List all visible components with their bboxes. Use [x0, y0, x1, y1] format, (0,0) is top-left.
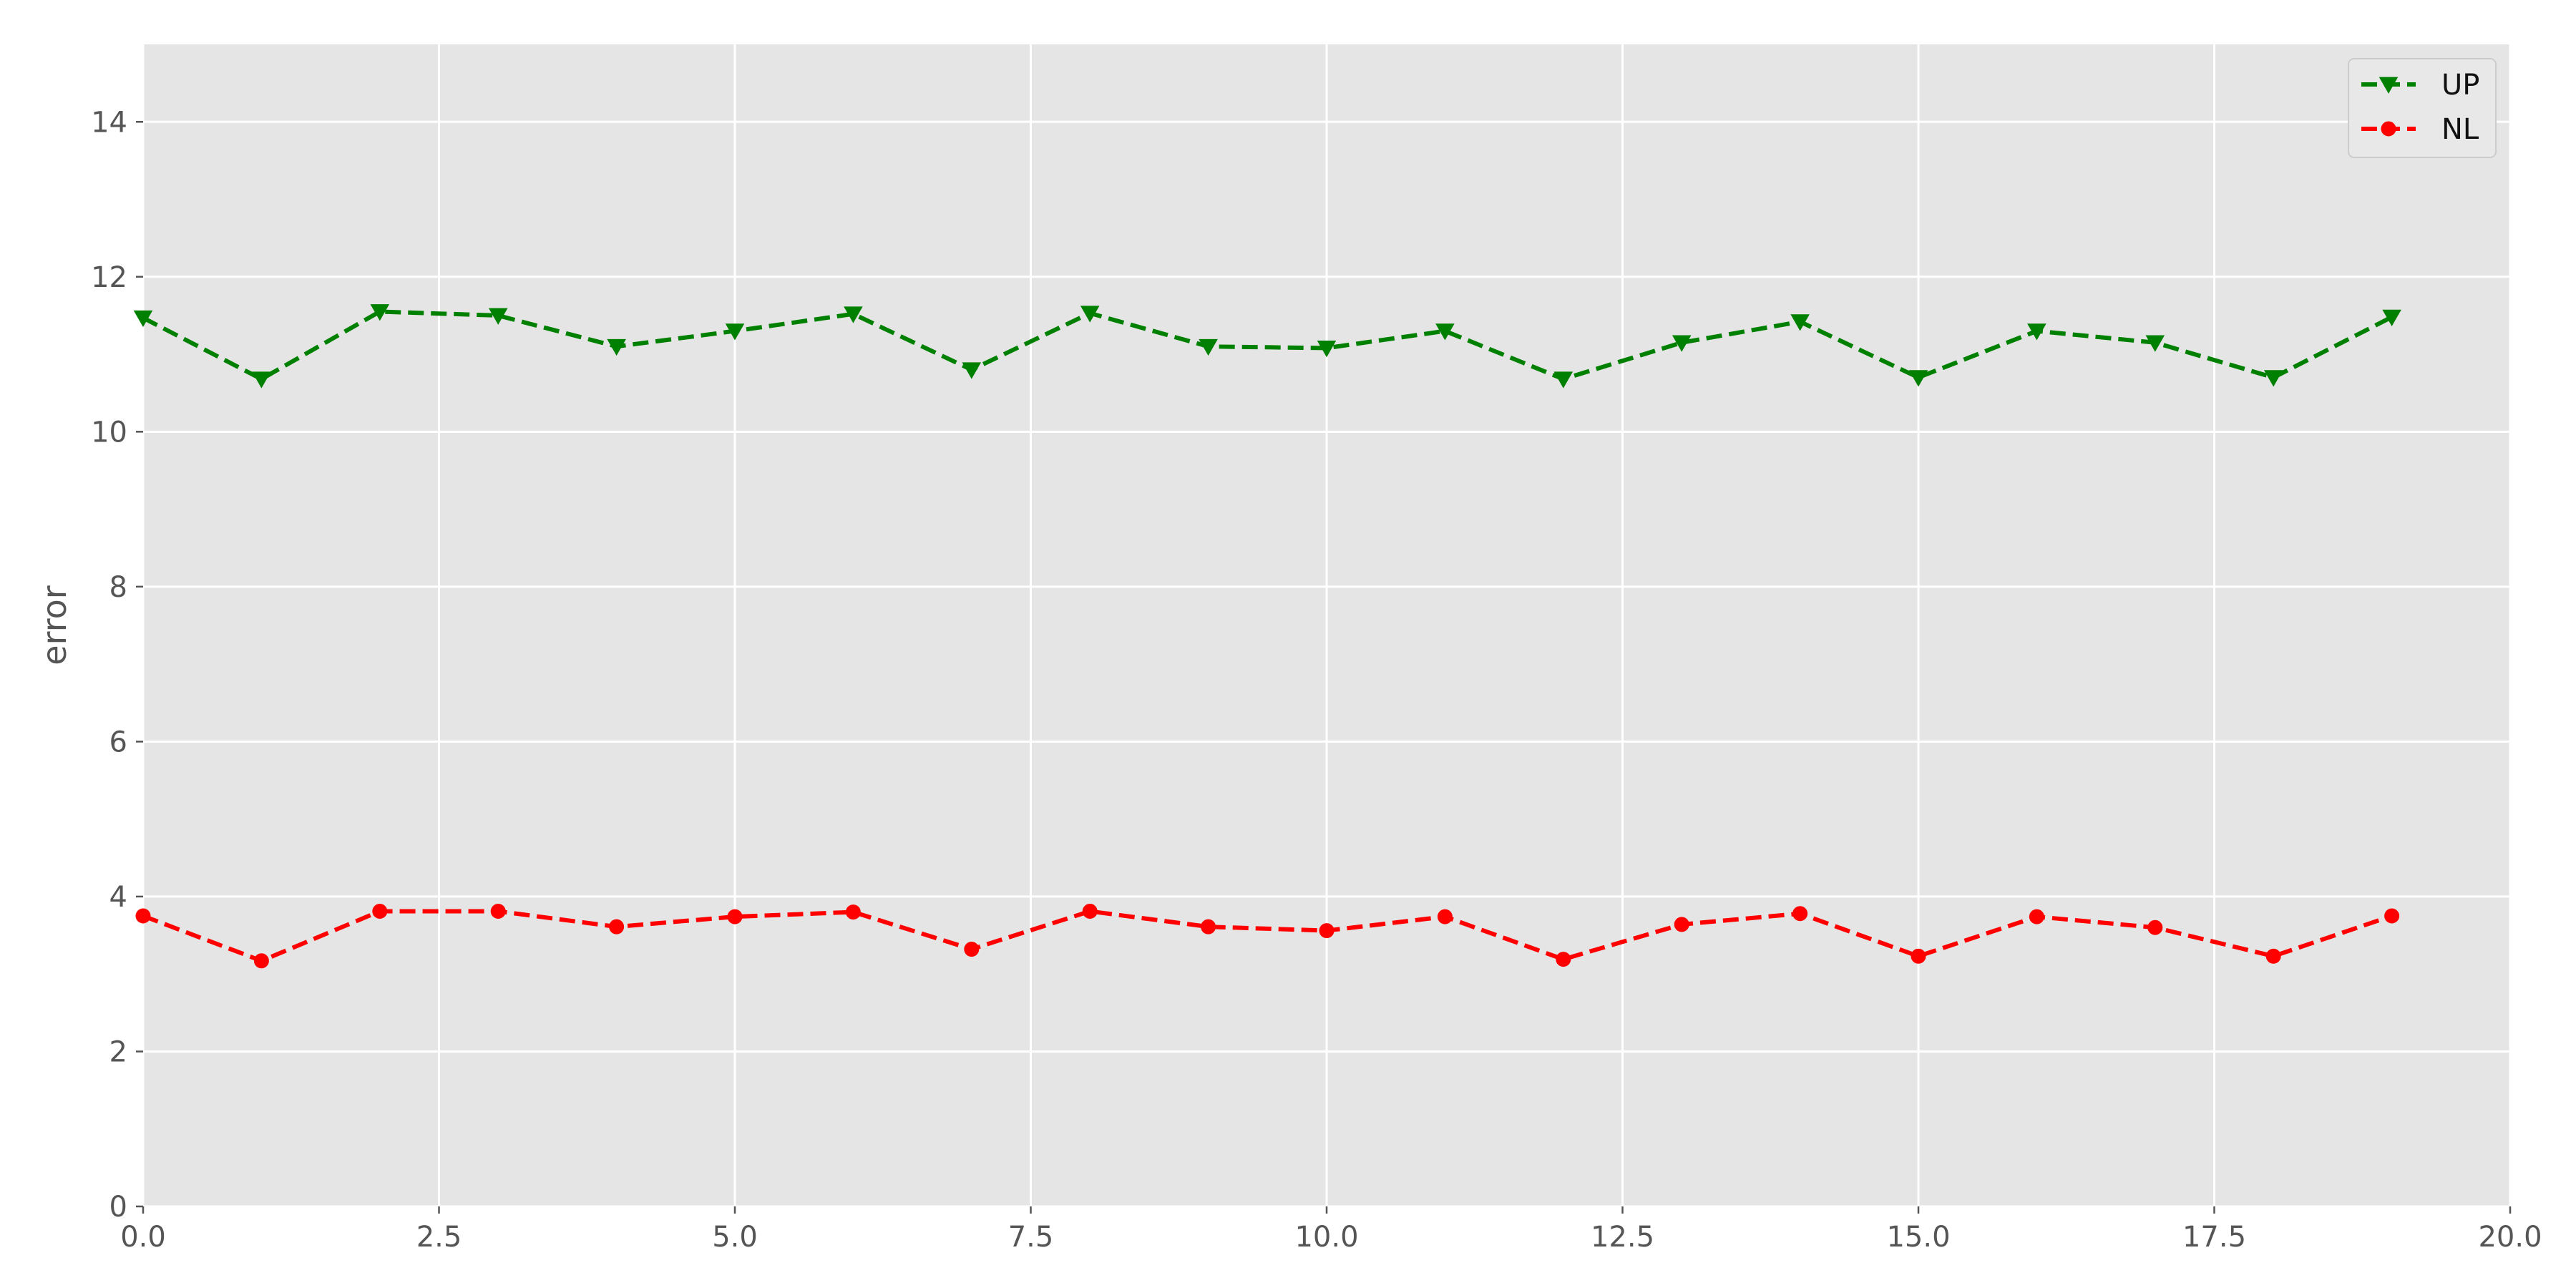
y-tick-label: 14 — [91, 106, 127, 139]
series-up — [133, 304, 2401, 389]
series-layer — [133, 304, 2401, 969]
series-nl — [135, 904, 2400, 969]
x-tick-label: 15.0 — [1886, 1221, 1950, 1254]
series-line-up — [142, 309, 2393, 381]
y-tick-label: 0 — [109, 1191, 127, 1224]
data-point-nl — [1674, 917, 1689, 932]
data-point-up — [607, 338, 626, 356]
data-point-nl — [2029, 909, 2044, 924]
data-point-up — [1080, 306, 1100, 323]
legend-marker-up — [2379, 77, 2399, 94]
data-point-nl — [1082, 904, 1098, 919]
data-point-nl — [727, 909, 743, 924]
data-point-up — [1672, 335, 1692, 352]
data-point-up — [488, 308, 508, 325]
data-point-up — [2027, 323, 2046, 341]
data-point-up — [1790, 314, 1810, 331]
data-point-up — [1435, 323, 1455, 341]
x-tick-label: 20.0 — [2478, 1221, 2542, 1254]
axes: 0.0 2.5 5.0 7.5 10.0 12.5 15.0 17.5 20.0 0 2 4 6 8 10 1… — [91, 106, 2542, 1254]
data-point-up — [2145, 335, 2165, 352]
data-point-nl — [609, 919, 625, 935]
data-point-nl — [372, 904, 388, 919]
y-tick-label: 2 — [109, 1035, 127, 1068]
data-point-nl — [2147, 919, 2163, 935]
data-point-up — [252, 371, 271, 389]
data-point-up — [725, 323, 745, 341]
y-tick-label: 6 — [109, 726, 127, 758]
data-point-nl — [253, 953, 269, 969]
y-tick-label: 8 — [109, 571, 127, 604]
data-point-up — [844, 306, 863, 323]
legend: UP NL — [2348, 58, 2497, 158]
data-point-nl — [490, 904, 506, 919]
y-tick-label: 12 — [91, 261, 127, 294]
data-point-up — [133, 310, 153, 328]
x-tick-label: 17.5 — [2182, 1221, 2246, 1254]
data-point-up — [1199, 338, 1218, 356]
x-tick-label: 0.0 — [120, 1221, 166, 1254]
y-tick-label: 4 — [109, 881, 127, 914]
data-point-nl — [1201, 919, 1216, 935]
data-point-nl — [1911, 948, 1926, 964]
data-point-up — [370, 304, 390, 321]
data-point-up — [1553, 371, 1574, 389]
x-tick-label: 12.5 — [1591, 1221, 1654, 1254]
data-point-nl — [964, 942, 980, 957]
series-line-nl — [142, 909, 2393, 963]
data-point-nl — [135, 908, 151, 924]
data-point-up — [2263, 370, 2283, 387]
data-point-nl — [2384, 908, 2400, 924]
x-tick-label: 2.5 — [416, 1221, 462, 1254]
data-point-nl — [1437, 909, 1453, 924]
legend-label-up: UP — [2441, 69, 2479, 102]
data-point-nl — [2265, 948, 2281, 964]
y-axis-label: error — [35, 585, 74, 665]
y-tick-label: 10 — [91, 416, 127, 449]
data-point-up — [1908, 370, 1928, 387]
legend-label-nl: NL — [2441, 113, 2479, 146]
data-point-up — [2382, 309, 2401, 327]
data-point-nl — [1319, 923, 1335, 939]
x-tick-label: 5.0 — [712, 1221, 758, 1254]
data-point-nl — [1792, 906, 1808, 922]
legend-marker-nl — [2381, 121, 2396, 137]
x-tick-label: 7.5 — [1008, 1221, 1054, 1254]
data-point-up — [962, 362, 982, 379]
data-point-nl — [845, 904, 861, 920]
data-point-nl — [1556, 952, 1571, 967]
data-point-up — [1317, 341, 1337, 358]
x-tick-label: 10.0 — [1294, 1221, 1358, 1254]
